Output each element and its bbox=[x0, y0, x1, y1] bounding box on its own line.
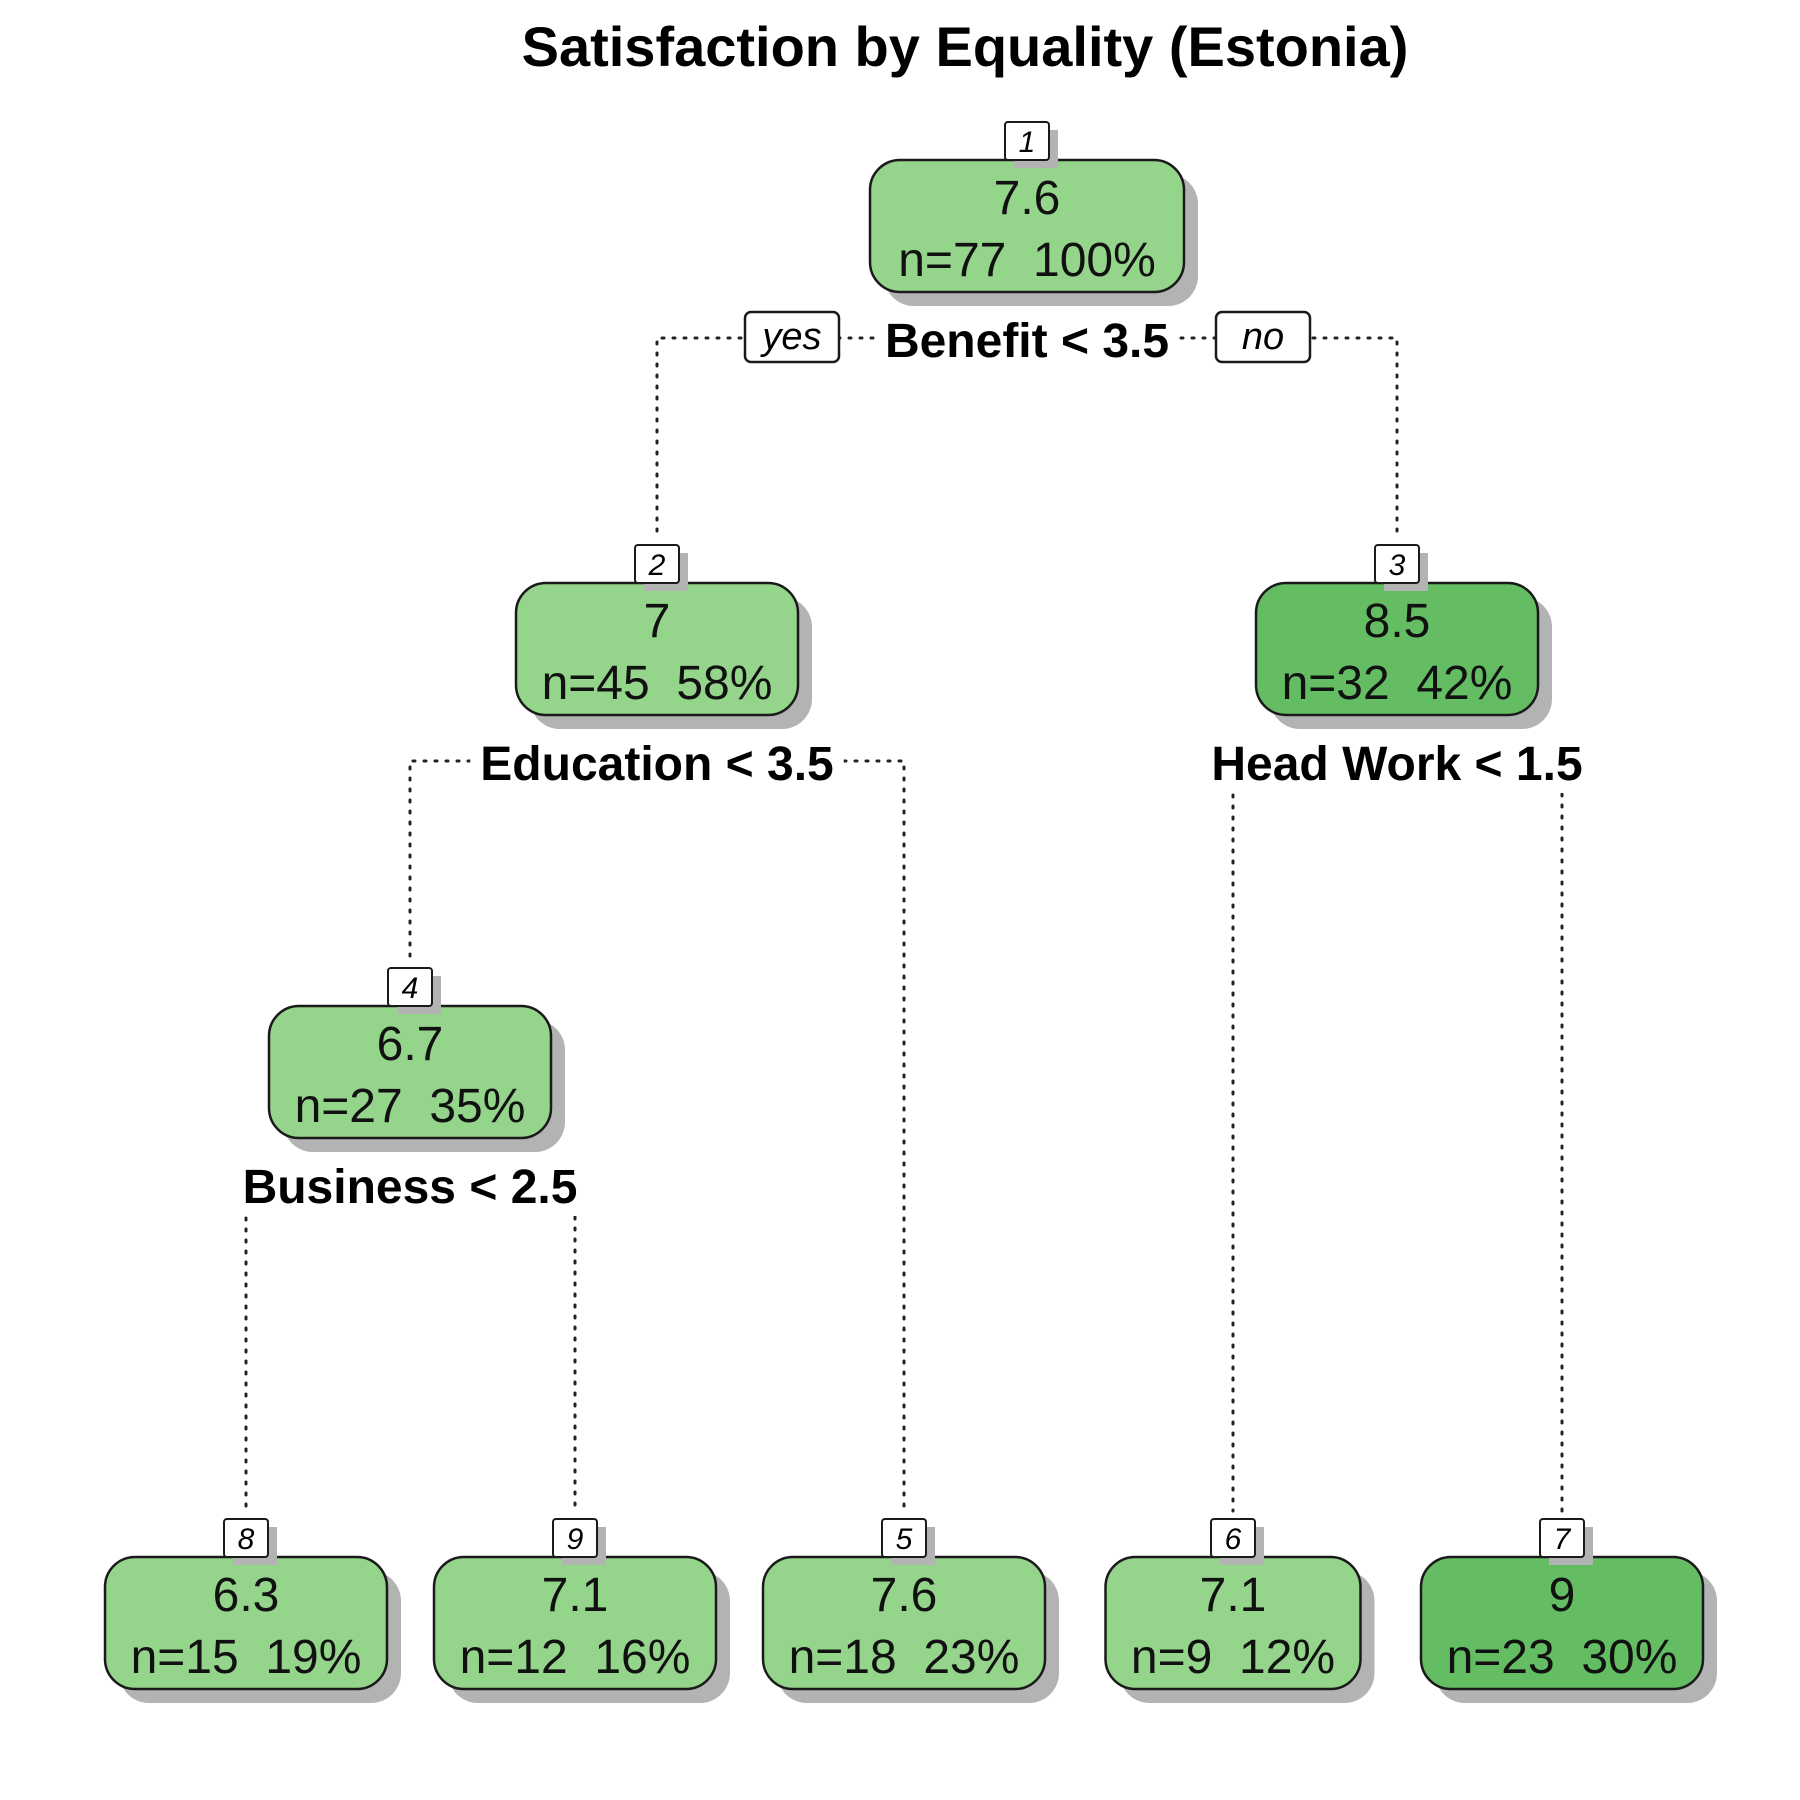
node-id-box bbox=[1210, 1518, 1256, 1558]
tree-node-6: 6 7.1 n=9 12% bbox=[1104, 1518, 1375, 1703]
node-stats: n=32 42% bbox=[1282, 657, 1513, 710]
node-stats: n=27 35% bbox=[295, 1080, 526, 1133]
nodes-layer: 1 7.6 n=77 100% 2 7 n=45 58% 3 8.5 n=32 42% 4 6.7 n… bbox=[103, 121, 1717, 1703]
node-id-label: 3 bbox=[1389, 549, 1406, 582]
tree-node-1: 1 7.6 n=77 100% bbox=[868, 121, 1198, 306]
split-label-background bbox=[1201, 736, 1593, 793]
node-stats: n=77 100% bbox=[898, 234, 1156, 287]
split-label-4: Business < 2.5 bbox=[243, 1161, 578, 1214]
node-value: 7.1 bbox=[542, 1569, 609, 1622]
tree-node-8: 8 6.3 n=15 19% bbox=[103, 1518, 401, 1703]
node-id-label: 2 bbox=[648, 549, 666, 582]
split-label-3: Head Work < 1.5 bbox=[1211, 738, 1582, 791]
branch-label-box bbox=[1214, 310, 1312, 364]
node-id-box bbox=[1539, 1518, 1585, 1558]
split-label-2: Education < 3.5 bbox=[480, 738, 833, 791]
node-id-label: 4 bbox=[402, 972, 419, 1005]
split-label-background bbox=[232, 1159, 588, 1216]
labels-layer: Benefit < 3.5 Education < 3.5 Head Work < … bbox=[232, 310, 1593, 1216]
node-id-box bbox=[387, 967, 433, 1007]
node-id-box bbox=[223, 1518, 269, 1558]
node-id-label: 6 bbox=[1225, 1523, 1242, 1556]
node-stats: n=23 30% bbox=[1447, 1631, 1678, 1684]
node-value: 9 bbox=[1549, 1569, 1576, 1622]
node-stats: n=15 19% bbox=[131, 1631, 362, 1684]
edge-2-5 bbox=[655, 759, 906, 1513]
node-id-box bbox=[881, 1518, 927, 1558]
edge-3-6 bbox=[1231, 759, 1399, 1513]
branch-label-text: no bbox=[1242, 316, 1284, 358]
node-stats: n=18 23% bbox=[789, 1631, 1020, 1684]
edge-4-8 bbox=[244, 1182, 412, 1513]
tree-node-4: 4 6.7 n=27 35% bbox=[267, 967, 565, 1152]
node-stats: n=12 16% bbox=[460, 1631, 691, 1684]
node-value: 6.3 bbox=[213, 1569, 280, 1622]
tree-node-9: 9 7.1 n=12 16% bbox=[432, 1518, 730, 1703]
branch-label-text: yes bbox=[759, 316, 821, 358]
node-id-label: 7 bbox=[1554, 1523, 1572, 1556]
node-id-label: 1 bbox=[1019, 126, 1036, 159]
branch-label-box bbox=[743, 310, 841, 364]
node-id-box bbox=[1374, 544, 1420, 584]
node-id-box bbox=[634, 544, 680, 584]
node-value: 7.6 bbox=[871, 1569, 938, 1622]
node-id-box bbox=[552, 1518, 598, 1558]
split-label-background bbox=[874, 313, 1180, 370]
node-value: 7.1 bbox=[1200, 1569, 1267, 1622]
node-id-label: 9 bbox=[567, 1523, 584, 1556]
tree-node-3: 3 8.5 n=32 42% bbox=[1254, 544, 1552, 729]
node-id-label: 8 bbox=[238, 1523, 255, 1556]
node-id-box bbox=[1004, 121, 1050, 161]
branch-label-yes: yes bbox=[743, 310, 841, 364]
edge-4-9 bbox=[408, 1182, 577, 1513]
node-value: 6.7 bbox=[377, 1018, 444, 1071]
tree-node-7: 7 9 n=23 30% bbox=[1419, 1518, 1717, 1703]
node-value: 7.6 bbox=[994, 172, 1061, 225]
branch-label-no: no bbox=[1214, 310, 1312, 364]
edges-layer bbox=[244, 336, 1564, 1513]
split-label-1: Benefit < 3.5 bbox=[885, 315, 1169, 368]
tree-node-2: 2 7 n=45 58% bbox=[514, 544, 812, 729]
node-id-label: 5 bbox=[896, 1523, 913, 1556]
tree-node-5: 5 7.6 n=18 23% bbox=[761, 1518, 1059, 1703]
node-value: 8.5 bbox=[1364, 595, 1431, 648]
node-value: 7 bbox=[644, 595, 671, 648]
node-stats: n=9 12% bbox=[1131, 1631, 1335, 1684]
node-stats: n=45 58% bbox=[542, 657, 773, 710]
edge-3-7 bbox=[1395, 759, 1564, 1513]
diagram-title: Satisfaction by Equality (Estonia) bbox=[522, 15, 1409, 78]
split-label-background bbox=[470, 736, 844, 793]
